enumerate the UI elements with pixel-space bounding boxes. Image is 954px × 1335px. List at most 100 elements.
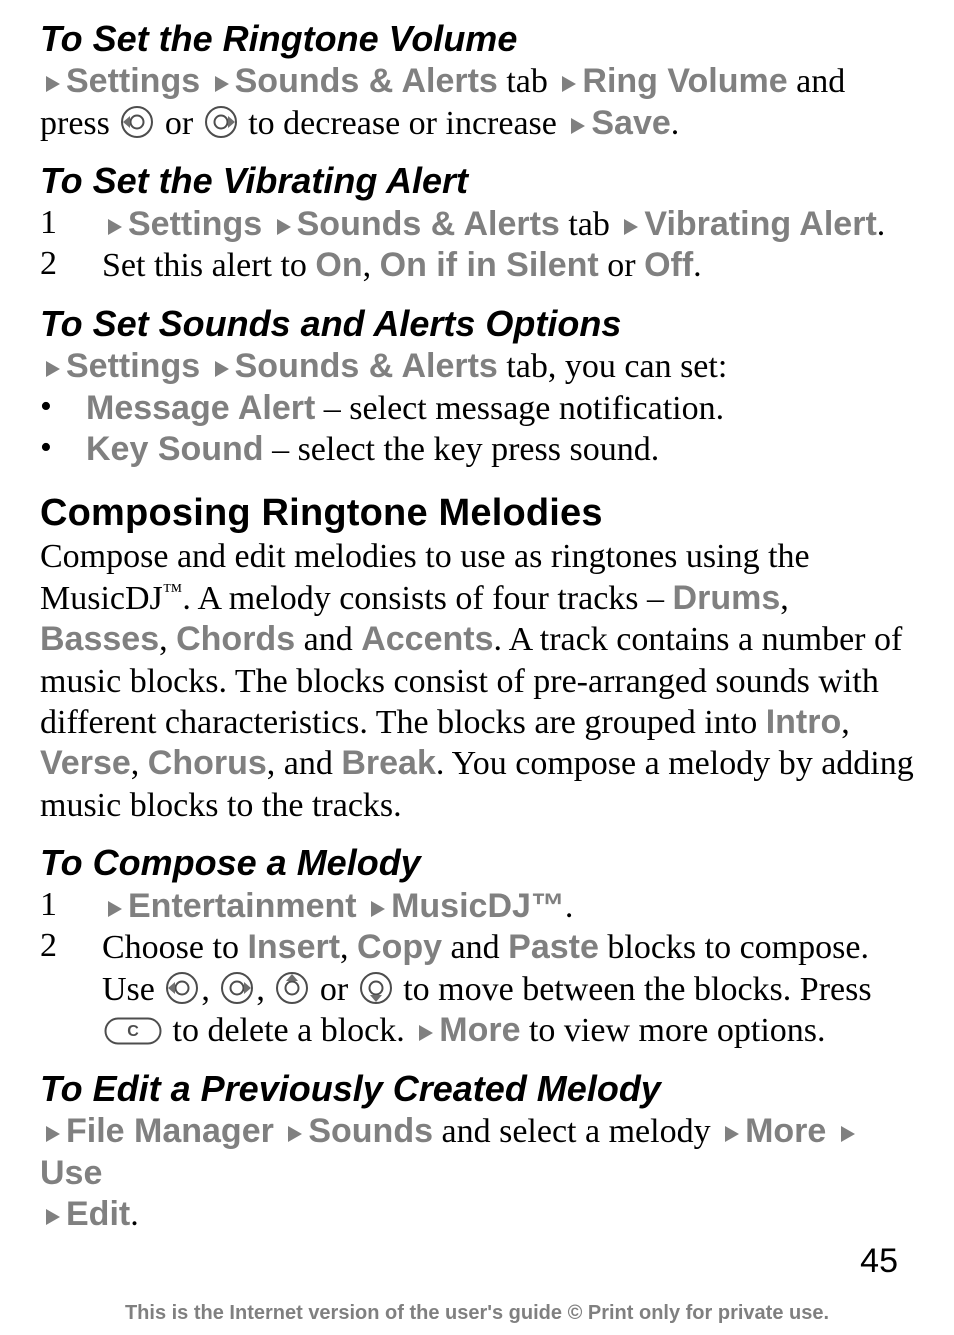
menu-off: Off — [644, 246, 693, 284]
text: – select message notification. — [315, 390, 724, 427]
menu-copy: Copy — [357, 928, 442, 966]
text: . A melody consists of four tracks – — [182, 580, 672, 617]
text: to move between the blocks. Press — [395, 971, 872, 1008]
menu-key-sound: Key Sound — [86, 430, 264, 468]
text: , — [841, 704, 850, 741]
menu-save: Save — [591, 104, 670, 142]
c-key-icon: C — [104, 1017, 162, 1045]
text: . — [877, 206, 886, 243]
right-arrow-icon — [44, 358, 62, 380]
trademark: ™ — [163, 580, 183, 602]
nav-left-icon — [120, 105, 154, 139]
text: – select the key press sound. — [264, 431, 660, 468]
menu-sounds-alerts: Sounds & Alerts — [235, 62, 498, 100]
text: tab — [498, 63, 557, 100]
text: to decrease or increase — [240, 105, 566, 142]
menu-more: More — [745, 1112, 826, 1150]
text: . — [130, 1196, 139, 1233]
text: and select a melody — [433, 1113, 719, 1150]
list-item: • Message Alert – select message notific… — [40, 388, 914, 429]
menu-settings: Settings — [128, 205, 262, 243]
nav-up-icon — [275, 971, 309, 1005]
text: , and — [267, 745, 342, 782]
menu-intro: Intro — [766, 703, 842, 741]
menu-basses: Basses — [40, 620, 159, 658]
right-arrow-icon — [106, 898, 124, 920]
menu-settings: Settings — [66, 62, 200, 100]
menu-break: Break — [341, 744, 436, 782]
page-number: 45 — [860, 1242, 898, 1281]
menu-accents: Accents — [361, 620, 493, 658]
text: tab — [560, 206, 619, 243]
menu-settings: Settings — [66, 347, 200, 385]
text: Set this alert to — [102, 247, 315, 284]
list-item: 1 Entertainment MusicDJ™. — [40, 886, 914, 927]
list-item: 1 Settings Sounds & Alerts tab Vibrating… — [40, 204, 914, 245]
body-composing: Compose and edit melodies to use as ring… — [40, 536, 914, 826]
nav-down-icon — [359, 971, 393, 1005]
right-arrow-icon — [106, 216, 124, 238]
text: and — [295, 621, 361, 658]
nav-right-icon — [220, 971, 254, 1005]
text: , — [780, 580, 789, 617]
step-number: 2 — [40, 245, 102, 283]
step-number: 1 — [40, 886, 102, 924]
heading-ringtone-volume: To Set the Ringtone Volume — [40, 18, 914, 59]
bullet: • — [40, 388, 86, 426]
heading-edit-melody: To Edit a Previously Created Melody — [40, 1068, 914, 1109]
right-arrow-icon — [369, 898, 387, 920]
text: or — [165, 105, 202, 142]
menu-chorus: Chorus — [148, 744, 267, 782]
text: and — [442, 929, 508, 966]
heading-compose-melody: To Compose a Melody — [40, 842, 914, 883]
right-arrow-icon — [213, 358, 231, 380]
text: to delete a block. — [164, 1012, 413, 1049]
menu-insert: Insert — [247, 928, 340, 966]
svg-text:C: C — [127, 1023, 139, 1040]
step-number: 1 — [40, 204, 102, 242]
menu-ring-volume: Ring Volume — [582, 62, 787, 100]
text: , — [363, 247, 380, 284]
nav-left-icon — [165, 971, 199, 1005]
bullet: • — [40, 429, 86, 467]
menu-verse: Verse — [40, 744, 131, 782]
right-arrow-icon — [417, 1022, 435, 1044]
text: Choose to — [102, 929, 247, 966]
menu-vibrating-alert: Vibrating Alert — [644, 205, 876, 243]
text: or — [599, 247, 644, 284]
text: . — [565, 888, 574, 925]
body-edit-melody: File Manager Sounds and select a melody … — [40, 1111, 914, 1235]
menu-musicdj: MusicDJ™ — [391, 887, 565, 925]
right-arrow-icon — [44, 1206, 62, 1228]
nav-right-icon — [204, 105, 238, 139]
right-arrow-icon — [213, 73, 231, 95]
menu-on: On — [315, 246, 362, 284]
text: , — [159, 621, 176, 658]
right-arrow-icon — [622, 216, 640, 238]
menu-sounds: Sounds — [308, 1112, 433, 1150]
footer-text: This is the Internet version of the user… — [0, 1302, 954, 1325]
right-arrow-icon — [839, 1123, 857, 1145]
menu-more: More — [439, 1011, 520, 1049]
menu-sounds-alerts: Sounds & Alerts — [297, 205, 560, 243]
body-sounds-alerts-options: Settings Sounds & Alerts tab, you can se… — [40, 346, 914, 387]
right-arrow-icon — [560, 73, 578, 95]
list-item: 2 Set this alert to On, On if in Silent … — [40, 245, 914, 286]
menu-on-if-silent: On if in Silent — [380, 246, 599, 284]
right-arrow-icon — [286, 1123, 304, 1145]
menu-entertainment: Entertainment — [128, 887, 357, 925]
text: tab, you can set: — [498, 348, 727, 385]
list-item: • Key Sound – select the key press sound… — [40, 429, 914, 470]
heading-sounds-alerts-options: To Set Sounds and Alerts Options — [40, 303, 914, 344]
menu-chords: Chords — [176, 620, 295, 658]
list-item: 2 Choose to Insert, Copy and Paste block… — [40, 927, 914, 1051]
text: to view more options. — [520, 1012, 825, 1049]
menu-use: Use — [40, 1154, 102, 1192]
menu-paste: Paste — [508, 928, 599, 966]
right-arrow-icon — [44, 1123, 62, 1145]
text: , — [340, 929, 357, 966]
right-arrow-icon — [569, 115, 587, 137]
menu-drums: Drums — [673, 579, 781, 617]
right-arrow-icon — [44, 73, 62, 95]
menu-message-alert: Message Alert — [86, 389, 315, 427]
